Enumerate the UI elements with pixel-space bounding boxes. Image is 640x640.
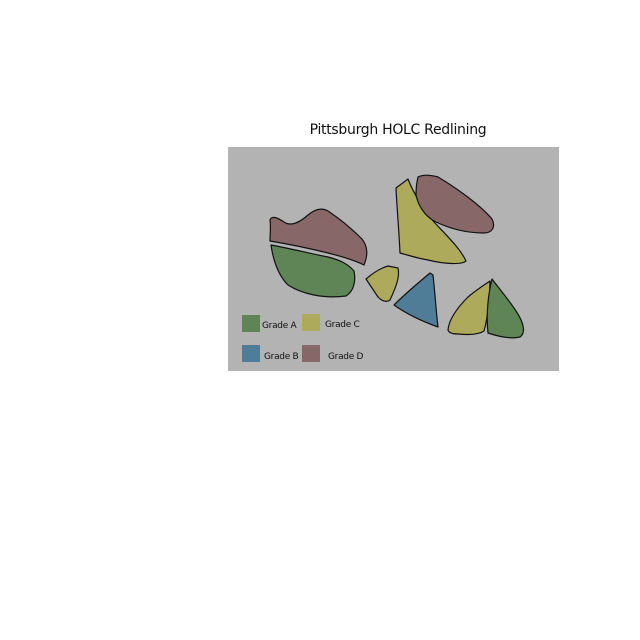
legend-swatch-grade-a (242, 315, 260, 332)
legend-item-grade-d[interactable]: Grade D (302, 345, 364, 362)
legend-label-grade-c: Grade C (325, 320, 360, 330)
legend-label-grade-b: Grade B (264, 352, 299, 362)
zone-d-north[interactable] (415, 174, 495, 234)
legend-label-grade-d: Grade D (328, 352, 364, 362)
legend-swatch-grade-d (302, 345, 320, 362)
zone-a-east[interactable] (486, 278, 525, 339)
zone-b-central[interactable] (393, 272, 439, 328)
legend: Grade A Grade C Grade B Grade D (242, 314, 364, 362)
zone-c-small[interactable] (365, 265, 400, 303)
zones-layer (269, 174, 525, 339)
map-title: Pittsburgh HOLC Redlining (309, 122, 487, 138)
legend-item-grade-c[interactable]: Grade C (302, 314, 360, 331)
zone-d-west[interactable] (269, 208, 368, 266)
map-frame: Grade A Grade C Grade B Grade D (228, 147, 559, 371)
legend-label-grade-a: Grade A (262, 321, 298, 331)
legend-item-grade-a[interactable]: Grade A (242, 315, 298, 332)
zone-a-west[interactable] (270, 244, 356, 298)
legend-swatch-grade-c (302, 314, 320, 331)
zone-c-north[interactable] (395, 178, 467, 265)
legend-swatch-grade-b (242, 345, 260, 362)
map-canvas: Grade A Grade C Grade B Grade D (228, 147, 559, 371)
legend-item-grade-b[interactable]: Grade B (242, 345, 299, 362)
